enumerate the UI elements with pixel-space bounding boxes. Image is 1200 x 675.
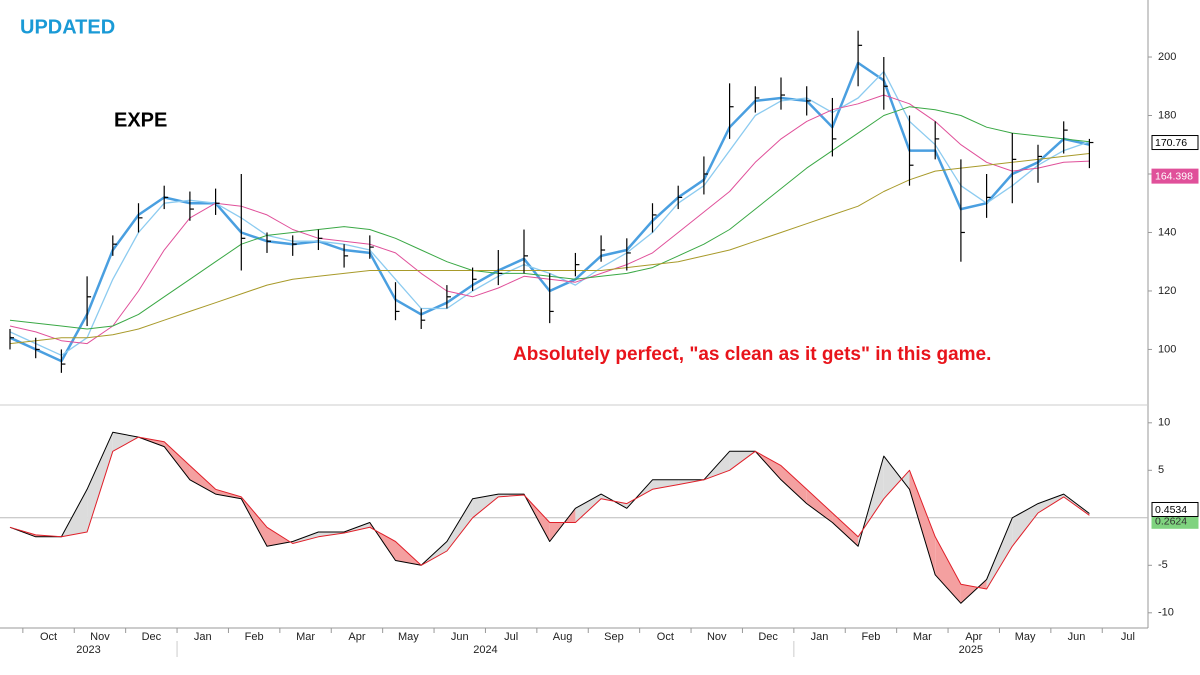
histogram-fill xyxy=(935,536,961,604)
annotation: Absolutely perfect, "as clean as it gets… xyxy=(513,344,991,365)
x-tick-label: Feb xyxy=(861,631,880,643)
banner: UPDATED xyxy=(20,16,115,38)
x-tick-label: Apr xyxy=(348,631,365,643)
y-tick-label: -5 xyxy=(1158,559,1168,571)
x-tick-label: Feb xyxy=(245,631,264,643)
x-tick-label: Nov xyxy=(707,631,727,643)
x-tick-label: Apr xyxy=(965,631,982,643)
last-value-label: 0.2624 xyxy=(1155,516,1187,528)
y-tick-label: 5 xyxy=(1158,464,1164,476)
year-label: 2024 xyxy=(473,644,497,656)
oscillator-line xyxy=(9,431,1090,604)
x-tick-label: Oct xyxy=(657,631,674,643)
x-tick-label: Jan xyxy=(811,631,829,643)
y-tick-label: 120 xyxy=(1158,285,1176,297)
last-value-box xyxy=(1151,168,1199,184)
last-value-label: 0.4534 xyxy=(1155,504,1187,516)
x-tick-label: Nov xyxy=(90,631,110,643)
x-tick-label: Aug xyxy=(553,631,573,643)
histogram-fill xyxy=(883,456,910,499)
x-tick-label: May xyxy=(398,631,419,643)
x-tick-label: Sep xyxy=(604,631,624,643)
histogram-fill xyxy=(575,494,602,523)
histogram-fill xyxy=(781,465,807,504)
histogram-fill xyxy=(1012,503,1038,547)
year-label: 2025 xyxy=(959,644,983,656)
histogram-fill xyxy=(189,465,216,495)
last-value-label: 170.76 xyxy=(1155,137,1187,149)
histogram-fill xyxy=(986,517,1013,590)
y-tick-label: 200 xyxy=(1158,51,1176,63)
last-value-label: 164.398 xyxy=(1155,170,1193,182)
histogram-fill xyxy=(652,479,679,490)
x-tick-label: May xyxy=(1015,631,1036,643)
histogram-fill xyxy=(1038,494,1064,514)
year-label: 2023 xyxy=(76,644,100,656)
histogram-fill xyxy=(806,489,833,523)
x-tick-label: Jun xyxy=(451,631,469,643)
histogram-fill xyxy=(112,432,139,452)
x-tick-label: Dec xyxy=(142,631,162,643)
x-tick-label: Jul xyxy=(504,631,518,643)
last-value-box xyxy=(1151,135,1199,151)
y-tick-label: 180 xyxy=(1158,109,1176,121)
oscillator-line xyxy=(9,436,1090,590)
x-tick-label: Jun xyxy=(1068,631,1086,643)
y-tick-label: 100 xyxy=(1158,343,1176,355)
histogram-fill xyxy=(267,527,293,547)
chart-title: EXPE xyxy=(114,109,167,131)
x-tick-label: Dec xyxy=(758,631,778,643)
x-tick-label: Oct xyxy=(40,631,57,643)
histogram-fill xyxy=(909,470,936,575)
last-value-box xyxy=(1151,501,1199,517)
y-tick-label: -10 xyxy=(1158,607,1174,619)
histogram-fill xyxy=(832,513,859,547)
y-tick-label: 10 xyxy=(1158,417,1170,429)
y-tick-label: 140 xyxy=(1158,226,1176,238)
x-tick-label: Mar xyxy=(296,631,315,643)
histogram-fill xyxy=(472,494,499,518)
x-tick-label: Jan xyxy=(194,631,212,643)
x-tick-label: Jul xyxy=(1121,631,1135,643)
x-tick-label: Mar xyxy=(913,631,932,643)
histogram-fill xyxy=(87,432,113,533)
histogram-fill xyxy=(446,498,473,552)
histogram-fill xyxy=(164,441,190,480)
